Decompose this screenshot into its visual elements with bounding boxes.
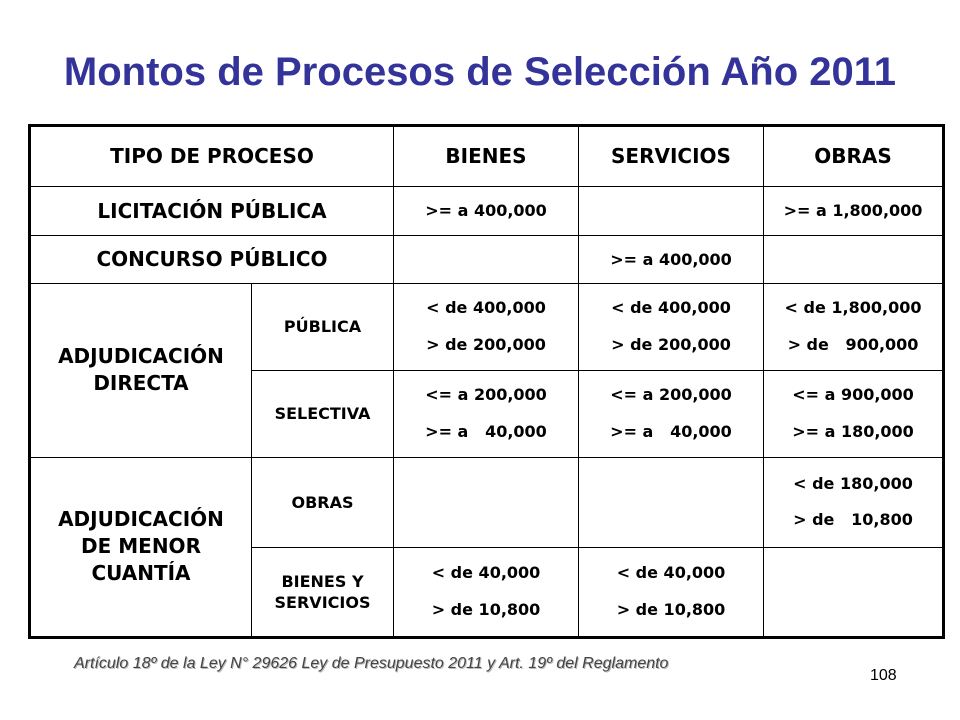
row-concurso: CONCURSO PÚBLICO >= a 400,000 [29, 234, 944, 285]
footer-note: Artículo 18º de la Ley N° 29626 Ley de P… [74, 655, 669, 672]
row-licitacion: LICITACIÓN PÚBLICA >= a 400,000 >= a 1,8… [29, 186, 944, 236]
row-label-concurso: CONCURSO PÚBLICO [29, 234, 394, 285]
header-servicios: SERVICIOS [578, 124, 764, 188]
page-title: Montos de Procesos de Selección Año 2011 [63, 50, 897, 94]
cell-bys-obras [763, 547, 944, 638]
cell-licitacion-bienes: >= a 400,000 [393, 186, 579, 236]
header-tipo: TIPO DE PROCESO [29, 124, 394, 188]
cell-bys-servicios: < de 40,000 > de 10,800 [578, 547, 764, 638]
cell-publica-servicios: < de 400,000 > de 200,000 [578, 283, 764, 371]
row-label-directa: ADJUDICACIÓN DIRECTA [29, 283, 252, 458]
sub-label-publica: PÚBLICA [251, 283, 394, 371]
cell-licitacion-obras: >= a 1,800,000 [763, 186, 944, 236]
cell-publica-obras: < de 1,800,000 > de 900,000 [763, 283, 944, 371]
cell-selectiva-obras: <= a 900,000 >= a 180,000 [763, 369, 944, 458]
cell-bys-bienes: < de 40,000 > de 10,800 [393, 547, 579, 638]
row-directa-selectiva: SELECTIVA <= a 200,000 >= a 40,000 <= a 2… [30, 369, 944, 458]
sub-label-bienes-servicios: BIENES Y SERVICIOS [251, 547, 394, 638]
cell-menor-obras-bienes [393, 456, 579, 549]
cell-concurso-servicios: >= a 400,000 [578, 234, 764, 285]
row-menor-obras: ADJUDICACIÓN DE MENOR CUANTÍA OBRAS < de… [29, 456, 944, 639]
cell-selectiva-servicios: <= a 200,000 >= a 40,000 [578, 369, 764, 458]
cell-concurso-obras [763, 234, 944, 285]
cell-concurso-bienes [393, 234, 579, 285]
row-label-menor: ADJUDICACIÓN DE MENOR CUANTÍA [29, 456, 252, 639]
cell-menor-obras-obras: < de 180,000 > de 10,800 [763, 456, 944, 549]
sub-label-selectiva: SELECTIVA [251, 369, 394, 458]
cell-selectiva-bienes: <= a 200,000 >= a 40,000 [393, 369, 579, 458]
cell-menor-obras-servicios [578, 456, 764, 549]
montos-table: TIPO DE PROCESO BIENES SERVICIOS OBRAS L… [28, 124, 945, 639]
row-menor-bys: BIENES Y SERVICIOS < de 40,000 > de 10,80… [30, 547, 944, 638]
row-directa-publica: ADJUDICACIÓN DIRECTA PÚBLICA < de 400,00… [29, 283, 944, 458]
header-row: TIPO DE PROCESO BIENES SERVICIOS OBRAS [29, 124, 944, 188]
row-label-licitacion: LICITACIÓN PÚBLICA [29, 186, 394, 236]
cell-licitacion-servicios [578, 186, 764, 236]
header-obras: OBRAS [763, 124, 944, 188]
page-number: 108 [870, 667, 897, 684]
header-bienes: BIENES [393, 124, 579, 188]
sub-label-obras: OBRAS [251, 456, 394, 549]
cell-publica-bienes: < de 400,000 > de 200,000 [393, 283, 579, 371]
